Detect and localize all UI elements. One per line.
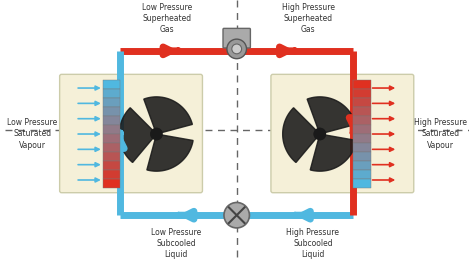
Circle shape (313, 128, 326, 140)
Bar (103, 179, 120, 188)
Circle shape (232, 44, 242, 54)
Bar (353, 125, 371, 134)
Circle shape (224, 202, 249, 228)
Polygon shape (144, 97, 192, 132)
FancyBboxPatch shape (223, 28, 250, 48)
Polygon shape (119, 108, 153, 163)
Bar (103, 116, 120, 125)
Polygon shape (147, 135, 193, 171)
Bar (353, 152, 371, 161)
Bar (353, 89, 371, 98)
Polygon shape (310, 135, 356, 171)
Text: High Pressure
Saturated
Vapour: High Pressure Saturated Vapour (414, 118, 467, 149)
Bar (103, 80, 120, 89)
Bar (353, 107, 371, 116)
Bar (353, 80, 371, 89)
Bar (103, 107, 120, 116)
Bar (103, 143, 120, 152)
Bar (353, 116, 371, 125)
Bar (353, 170, 371, 179)
Circle shape (150, 128, 163, 140)
Text: Low Pressure
Superheated
Gas: Low Pressure Superheated Gas (142, 3, 192, 34)
Bar (353, 98, 371, 107)
Bar (103, 89, 120, 98)
Polygon shape (283, 108, 316, 163)
Text: High Pressure
Subcooled
Liquid: High Pressure Subcooled Liquid (286, 228, 339, 259)
Text: Low Pressure
Saturated
Vapour: Low Pressure Saturated Vapour (7, 118, 57, 149)
Bar (103, 161, 120, 170)
Bar (353, 179, 371, 188)
Bar (103, 125, 120, 134)
FancyBboxPatch shape (271, 74, 414, 193)
Bar (353, 161, 371, 170)
FancyBboxPatch shape (60, 74, 202, 193)
Bar (353, 143, 371, 152)
Bar (103, 152, 120, 161)
Circle shape (227, 39, 246, 59)
Text: High Pressure
Superheated
Gas: High Pressure Superheated Gas (282, 3, 335, 34)
Bar (103, 134, 120, 143)
Bar (353, 134, 371, 143)
Text: Low Pressure
Subcooled
Liquid: Low Pressure Subcooled Liquid (151, 228, 201, 259)
Bar (103, 170, 120, 179)
Bar (103, 98, 120, 107)
Polygon shape (307, 97, 356, 132)
